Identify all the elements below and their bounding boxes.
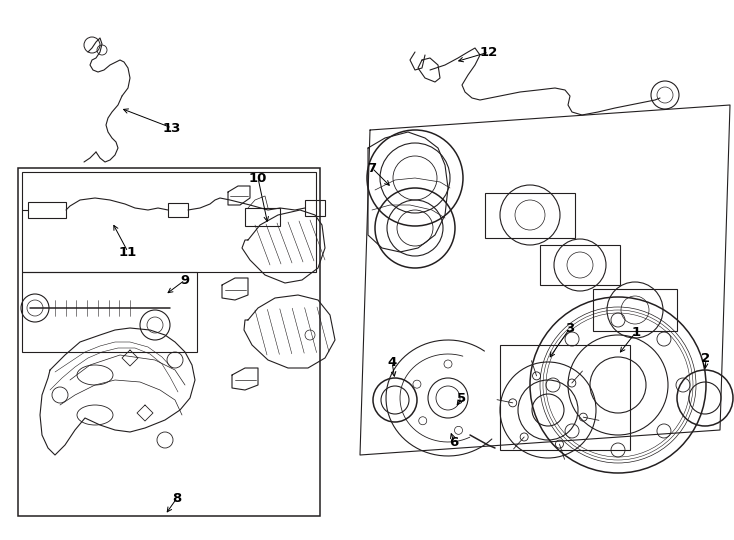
Bar <box>28 202 66 218</box>
Bar <box>168 203 188 217</box>
Bar <box>22 172 316 272</box>
Text: 1: 1 <box>631 326 641 339</box>
Text: 6: 6 <box>449 435 459 449</box>
Text: 13: 13 <box>163 122 181 134</box>
Text: 8: 8 <box>172 491 181 504</box>
Text: 11: 11 <box>119 246 137 259</box>
Bar <box>305 200 325 216</box>
Text: 2: 2 <box>702 352 711 365</box>
Text: 3: 3 <box>565 321 575 334</box>
Text: 4: 4 <box>388 355 396 368</box>
Text: 12: 12 <box>480 45 498 58</box>
Bar <box>540 245 620 285</box>
Bar <box>245 208 280 226</box>
Bar <box>485 193 575 238</box>
Text: 7: 7 <box>368 161 377 174</box>
Bar <box>500 345 630 450</box>
Text: 9: 9 <box>181 273 189 287</box>
Text: 10: 10 <box>249 172 267 185</box>
Text: 5: 5 <box>457 392 467 404</box>
Bar <box>593 289 677 331</box>
Bar <box>22 272 197 352</box>
Bar <box>18 168 320 516</box>
